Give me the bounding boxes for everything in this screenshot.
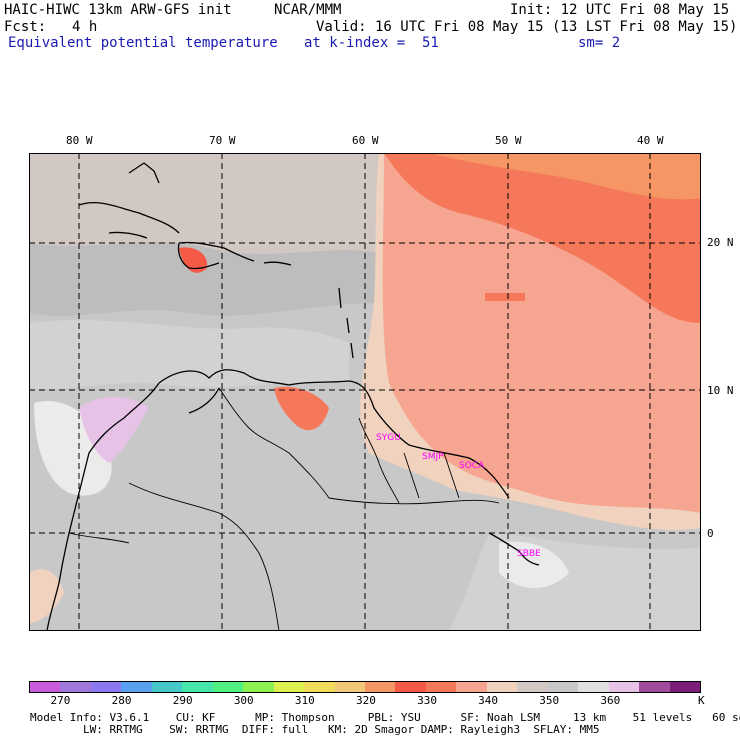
colorbar-tick-label: 310 (294, 694, 315, 707)
lat-label-0: 0 (707, 527, 714, 540)
light-band (29, 320, 349, 390)
colorbar-tick-label: 280 (111, 694, 132, 707)
colorbar-swatch (60, 682, 91, 692)
country-borders (68, 387, 500, 631)
coast-jamaica (108, 231, 148, 239)
init-time: Init: 12 UTC Fri 08 May 15 (510, 2, 730, 18)
coast-antilles (338, 287, 354, 359)
colorbar-swatch (517, 682, 548, 692)
border-colombia-venezuela (218, 387, 330, 499)
field-name: Equivalent potential temperature (8, 35, 278, 51)
colorbar-swatch (273, 682, 305, 692)
colorbar-tick-label: 270 (50, 694, 71, 707)
colorbar-tick-label: 320 (356, 694, 376, 707)
lon-label-40w: 40 W (637, 134, 664, 147)
map-frame (29, 153, 701, 631)
colorbar-swatch (243, 682, 274, 692)
colorbar-swatch (669, 682, 700, 692)
fcst-value: 4 h (72, 19, 98, 35)
gray-band (29, 242, 379, 316)
colorbar-tick-label: 360 (600, 694, 621, 707)
model-title: HAIC-HIWC 13km ARW-GFS init (4, 2, 232, 18)
orange-core (384, 153, 701, 323)
colorbar-swatch (334, 682, 365, 692)
lon-label-70w: 70 W (209, 134, 236, 147)
orange-patch (485, 293, 525, 301)
theta-e-map: SYGU SMJP SOCA SBBE (29, 153, 701, 631)
colorbar-swatch (364, 682, 396, 692)
colorbar-swatch (456, 682, 487, 692)
colorbar-swatch (212, 682, 244, 692)
station-soca: SOCA (459, 461, 485, 471)
station-smjp: SMJP (422, 452, 444, 462)
colorbar-swatch (151, 682, 183, 692)
lat-label-10n: 10 N (707, 384, 734, 397)
colorbar-tick-label: 290 (172, 694, 193, 707)
border-venezuela-guyana (358, 417, 400, 504)
valid-time: Valid: 16 UTC Fri 08 May 15 (13 LST Fri … (316, 19, 738, 35)
colorbar-swatch (486, 682, 518, 692)
model-info-line2: LW: RRTMG SW: RRTMG DIFF: full KM: 2D Sm… (30, 723, 600, 736)
station-sygu: SYGU (376, 433, 401, 443)
colorbar-swatch (304, 682, 335, 692)
purple-patch (79, 396, 149, 463)
colorbar-swatch (425, 682, 457, 692)
colorbar-tick-label: 300 (233, 694, 254, 707)
colorbar-swatch (395, 682, 426, 692)
coast-puerto-rico (263, 261, 292, 266)
colorbar-swatch (182, 682, 213, 692)
white-patch-east (499, 541, 569, 588)
border-guyana-suriname (403, 452, 420, 499)
colorbar-tick-label: 350 (539, 694, 560, 707)
colorbar-swatch (30, 682, 61, 692)
colorbar-unit: K (698, 694, 705, 707)
border-colombia-brazil-peru (128, 482, 280, 631)
colorbar-swatch (547, 682, 579, 692)
latlon-grid (29, 153, 701, 631)
red-patch-hispaniola (179, 247, 208, 273)
station-sbbe: SBBE (517, 549, 541, 559)
smooth-info: sm= 2 (578, 35, 621, 51)
colorbar-swatch (90, 682, 122, 692)
lon-label-60w: 60 W (352, 134, 379, 147)
coast-bahamas (128, 162, 160, 184)
red-patch-venezuela (274, 386, 329, 431)
colorbar-swatch (121, 682, 152, 692)
coast-cuba (78, 201, 180, 234)
colorbar-swatch (639, 682, 670, 692)
coast-south-america-west (46, 382, 160, 631)
colorbar-swatch (578, 682, 609, 692)
border-brazil-north (328, 497, 500, 505)
coast-south-america-north (158, 369, 510, 499)
colorbar-swatch (608, 682, 640, 692)
level-info: at k-index = 51 (304, 35, 439, 51)
orange-top (429, 153, 701, 200)
coast-maracaibo (188, 387, 220, 414)
lon-label-50w: 50 W (495, 134, 522, 147)
fcst-label: Fcst: (4, 19, 47, 35)
colorbar-tick-label: 340 (478, 694, 499, 707)
border-suriname-guiana (443, 452, 460, 499)
border-ecuador-peru (68, 532, 130, 544)
lat-label-20n: 20 N (707, 236, 734, 249)
colorbar-tick-label: 330 (417, 694, 437, 707)
coast-amazon-delta (488, 532, 540, 566)
colorbar (29, 681, 701, 693)
center-title: NCAR/MMM (274, 2, 342, 18)
lon-label-80w: 80 W (66, 134, 93, 147)
peach-patch-southwest (29, 569, 64, 623)
coastlines (46, 162, 540, 631)
model-info-line1: Model Info: V3.6.1 CU: KF MP: Thompson P… (30, 711, 740, 724)
